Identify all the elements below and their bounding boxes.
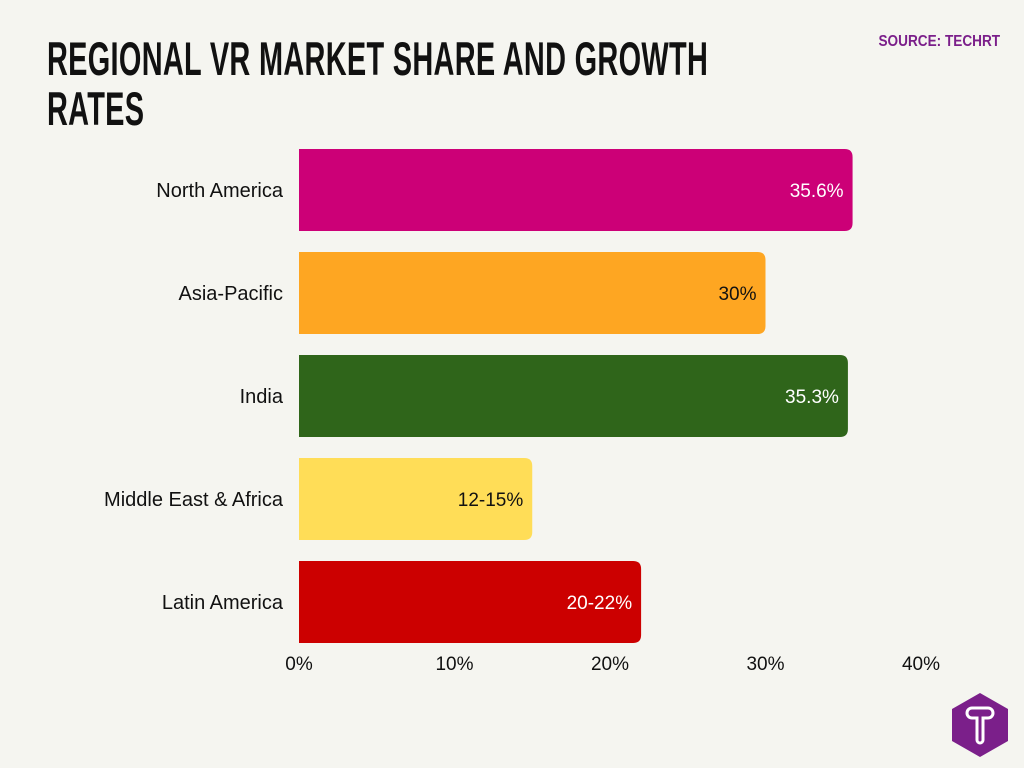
data-label: 35.3% bbox=[785, 387, 839, 408]
data-label: 20-22% bbox=[567, 593, 633, 614]
category-label: Latin America bbox=[162, 592, 284, 614]
bar bbox=[299, 355, 848, 437]
category-label: Middle East & Africa bbox=[104, 489, 284, 511]
bar bbox=[299, 458, 533, 540]
bar bbox=[299, 252, 766, 334]
chart-title: REGIONAL VR MARKET SHARE AND GROWTH RATE… bbox=[47, 32, 709, 135]
x-tick-label: 10% bbox=[435, 654, 473, 675]
data-label: 30% bbox=[718, 284, 756, 305]
x-tick-label: 0% bbox=[285, 654, 313, 675]
x-tick-label: 30% bbox=[746, 654, 784, 675]
source-label: SOURCE: TECHRT bbox=[878, 33, 1000, 50]
bar bbox=[299, 149, 853, 231]
category-label: Asia-Pacific bbox=[179, 283, 283, 305]
x-tick-label: 20% bbox=[591, 654, 629, 675]
data-label: 12-15% bbox=[458, 490, 524, 511]
techrt-logo-icon bbox=[952, 693, 1008, 757]
data-label: 35.6% bbox=[790, 181, 844, 202]
bar bbox=[299, 561, 642, 643]
category-label: India bbox=[240, 386, 284, 408]
x-tick-label: 40% bbox=[902, 654, 940, 675]
category-label: North America bbox=[156, 180, 284, 202]
